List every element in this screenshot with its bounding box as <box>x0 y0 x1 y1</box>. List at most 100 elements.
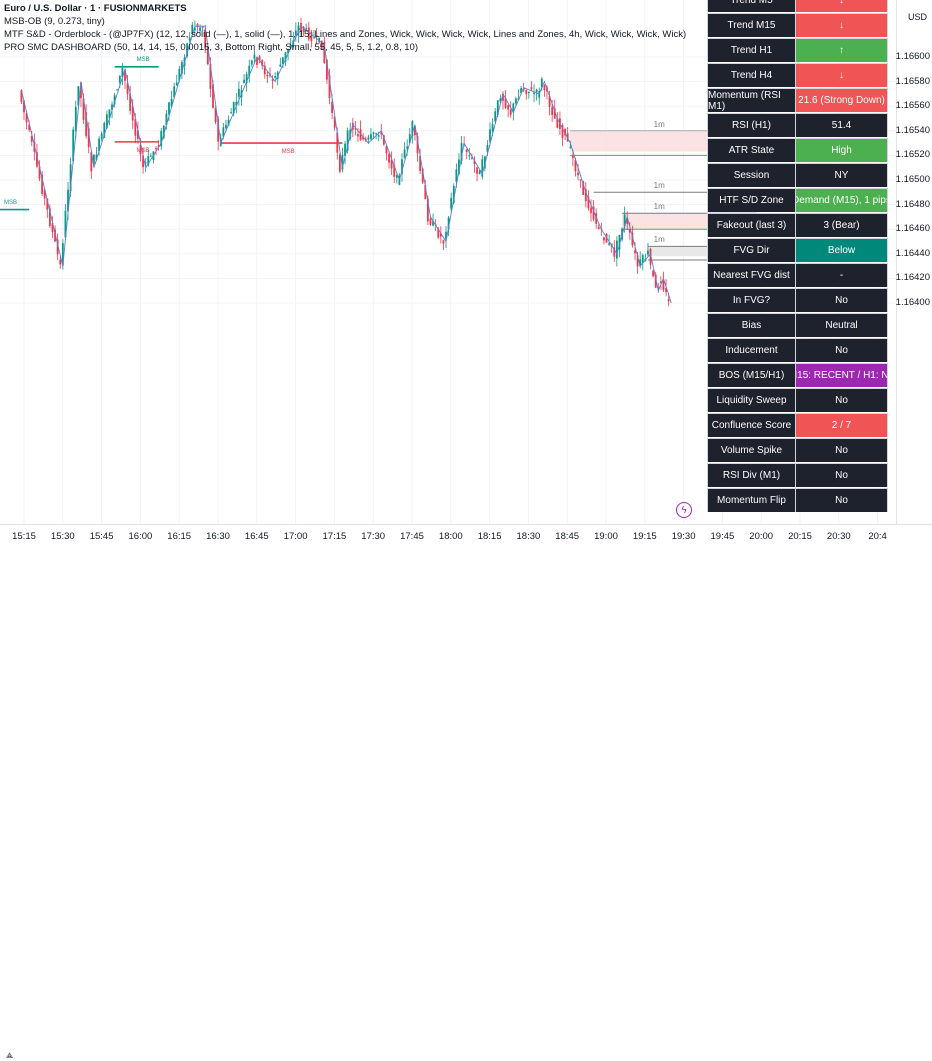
indicator-msb-ob[interactable]: MSB-OB (9, 0.273, tiny) <box>4 16 105 27</box>
dashboard-row-value: No <box>795 438 888 462</box>
dashboard-row-value: ↑ <box>795 38 888 62</box>
candle-body <box>452 185 455 203</box>
candle-body <box>201 26 204 28</box>
time-axis[interactable]: ⟁ 15:15 15:30 15:45 16:00 16:15 16:30 16:45 17:… <box>0 524 932 1060</box>
candle-body <box>380 132 383 135</box>
candle-body <box>116 89 119 91</box>
dashboard-row-value: NY <box>795 163 888 187</box>
candle-body <box>333 117 336 128</box>
zone-timeframe-label: 1m <box>653 202 665 212</box>
dashboard-row-value: 51.4 <box>795 113 888 137</box>
candle-body <box>623 214 626 227</box>
candle-body <box>235 101 238 106</box>
candle-body <box>618 234 621 250</box>
candle-body <box>478 170 481 175</box>
candle-body <box>209 63 212 89</box>
candle-body <box>77 86 80 106</box>
candle-body <box>227 120 230 126</box>
candle-body <box>628 229 631 233</box>
indicator-smc-dashboard[interactable]: PRO SMC DASHBOARD (50, 14, 14, 15, 0.001… <box>4 42 418 53</box>
time-tick-label: 17:15 <box>322 531 347 542</box>
candle-body <box>142 155 144 168</box>
dashboard-row-value: 21.6 (Strong Down) <box>795 88 888 112</box>
candle-body <box>30 135 33 142</box>
candle-body <box>496 100 499 116</box>
time-tick-label: 16:45 <box>244 531 269 542</box>
candle-body <box>149 155 152 157</box>
time-tick-label: 19:45 <box>710 531 735 542</box>
candle-body <box>442 240 445 244</box>
dashboard-row: Inducement No <box>707 338 888 362</box>
time-tick-label: 20:4 <box>868 531 887 542</box>
candle-body <box>652 270 655 277</box>
candle-body <box>357 134 359 137</box>
dashboard-row-label: Nearest FVG dist <box>707 263 795 287</box>
candle-body <box>121 68 124 77</box>
candle-body <box>584 189 587 202</box>
dashboard-row-value: Neutral <box>795 313 888 337</box>
time-tick-label: 16:30 <box>206 531 230 542</box>
candle-body <box>455 169 458 182</box>
candle-body <box>530 87 533 90</box>
candle-body <box>126 83 129 94</box>
candle-body <box>416 136 419 154</box>
candle-body <box>178 68 181 81</box>
time-tick-label: 20:00 <box>749 531 774 542</box>
candle-body <box>74 106 77 132</box>
candle-body <box>525 90 528 95</box>
candle-body <box>491 124 494 132</box>
candle-body <box>590 207 592 214</box>
candle-body <box>406 146 409 149</box>
dashboard-row-value: ↓ <box>795 13 888 37</box>
dashboard-row-label: Momentum Flip <box>707 488 795 512</box>
chart-plot-area[interactable]: Euro / U.S. Dollar · 1 · FUSIONMARKETS M… <box>0 0 896 524</box>
candle-body <box>41 174 44 195</box>
dashboard-row: HTF S/D Zone Demand (M15), 1 pips <box>707 188 888 212</box>
candle-body <box>271 79 274 81</box>
candle-body <box>393 164 396 177</box>
candle-body <box>439 233 442 237</box>
dashboard-row-value: No <box>795 338 888 362</box>
candle-body <box>111 104 113 110</box>
candle-body <box>388 154 390 163</box>
candle-body <box>509 109 512 115</box>
price-tick-label: 1.16540 <box>895 124 930 136</box>
dashboard-row-label: Trend H1 <box>707 38 795 62</box>
time-tick-label: 18:00 <box>438 531 463 542</box>
candle-body <box>157 145 160 148</box>
candle-body <box>445 231 447 240</box>
dashboard-row: BOS (M15/H1)M15: RECENT / H1: No <box>707 363 888 387</box>
price-axis[interactable]: USD 1.16600 1.16580 1.16560 1.16540 1.16520 1… <box>896 0 932 524</box>
dashboard-row: Fakeout (last 3) 3 (Bear) <box>707 213 888 237</box>
candle-body <box>160 130 163 147</box>
candle-body <box>375 133 378 135</box>
candle-body <box>426 198 429 222</box>
candle-body <box>657 287 660 289</box>
lightning-icon[interactable]: ϟ <box>676 502 692 518</box>
candle-body <box>36 152 38 167</box>
time-tick-label: 19:15 <box>632 531 657 542</box>
candle-body <box>556 118 559 128</box>
candle-body <box>382 135 385 145</box>
dashboard-row-value: 3 (Bear) <box>795 213 888 237</box>
dashboard-row-label: HTF S/D Zone <box>707 188 795 212</box>
candle-body <box>56 239 59 255</box>
candle-body <box>515 98 517 104</box>
candle-body <box>147 156 150 166</box>
candle-body <box>100 133 103 139</box>
tradingview-logo-icon[interactable]: ⟁ <box>6 1051 14 1060</box>
time-tick-label: 15:45 <box>89 531 114 542</box>
candle-body <box>139 144 142 155</box>
candle-body <box>212 84 214 108</box>
candle-body <box>367 137 370 140</box>
candle-body <box>649 248 652 265</box>
candle-body <box>67 189 69 212</box>
candle-body <box>85 112 88 137</box>
dashboard-row: Liquidity Sweep No <box>707 388 888 412</box>
dashboard-row-value: No <box>795 463 888 487</box>
candle-body <box>313 37 315 39</box>
indicator-mtf-sd[interactable]: MTF S&D - Orderblock - (@JP7FX) (12, 12,… <box>4 29 687 40</box>
price-chart[interactable] <box>0 0 896 524</box>
dashboard-row-label: RSI Div (M1) <box>707 463 795 487</box>
chart-title: Euro / U.S. Dollar · 1 · FUSIONMARKETS <box>4 3 187 14</box>
